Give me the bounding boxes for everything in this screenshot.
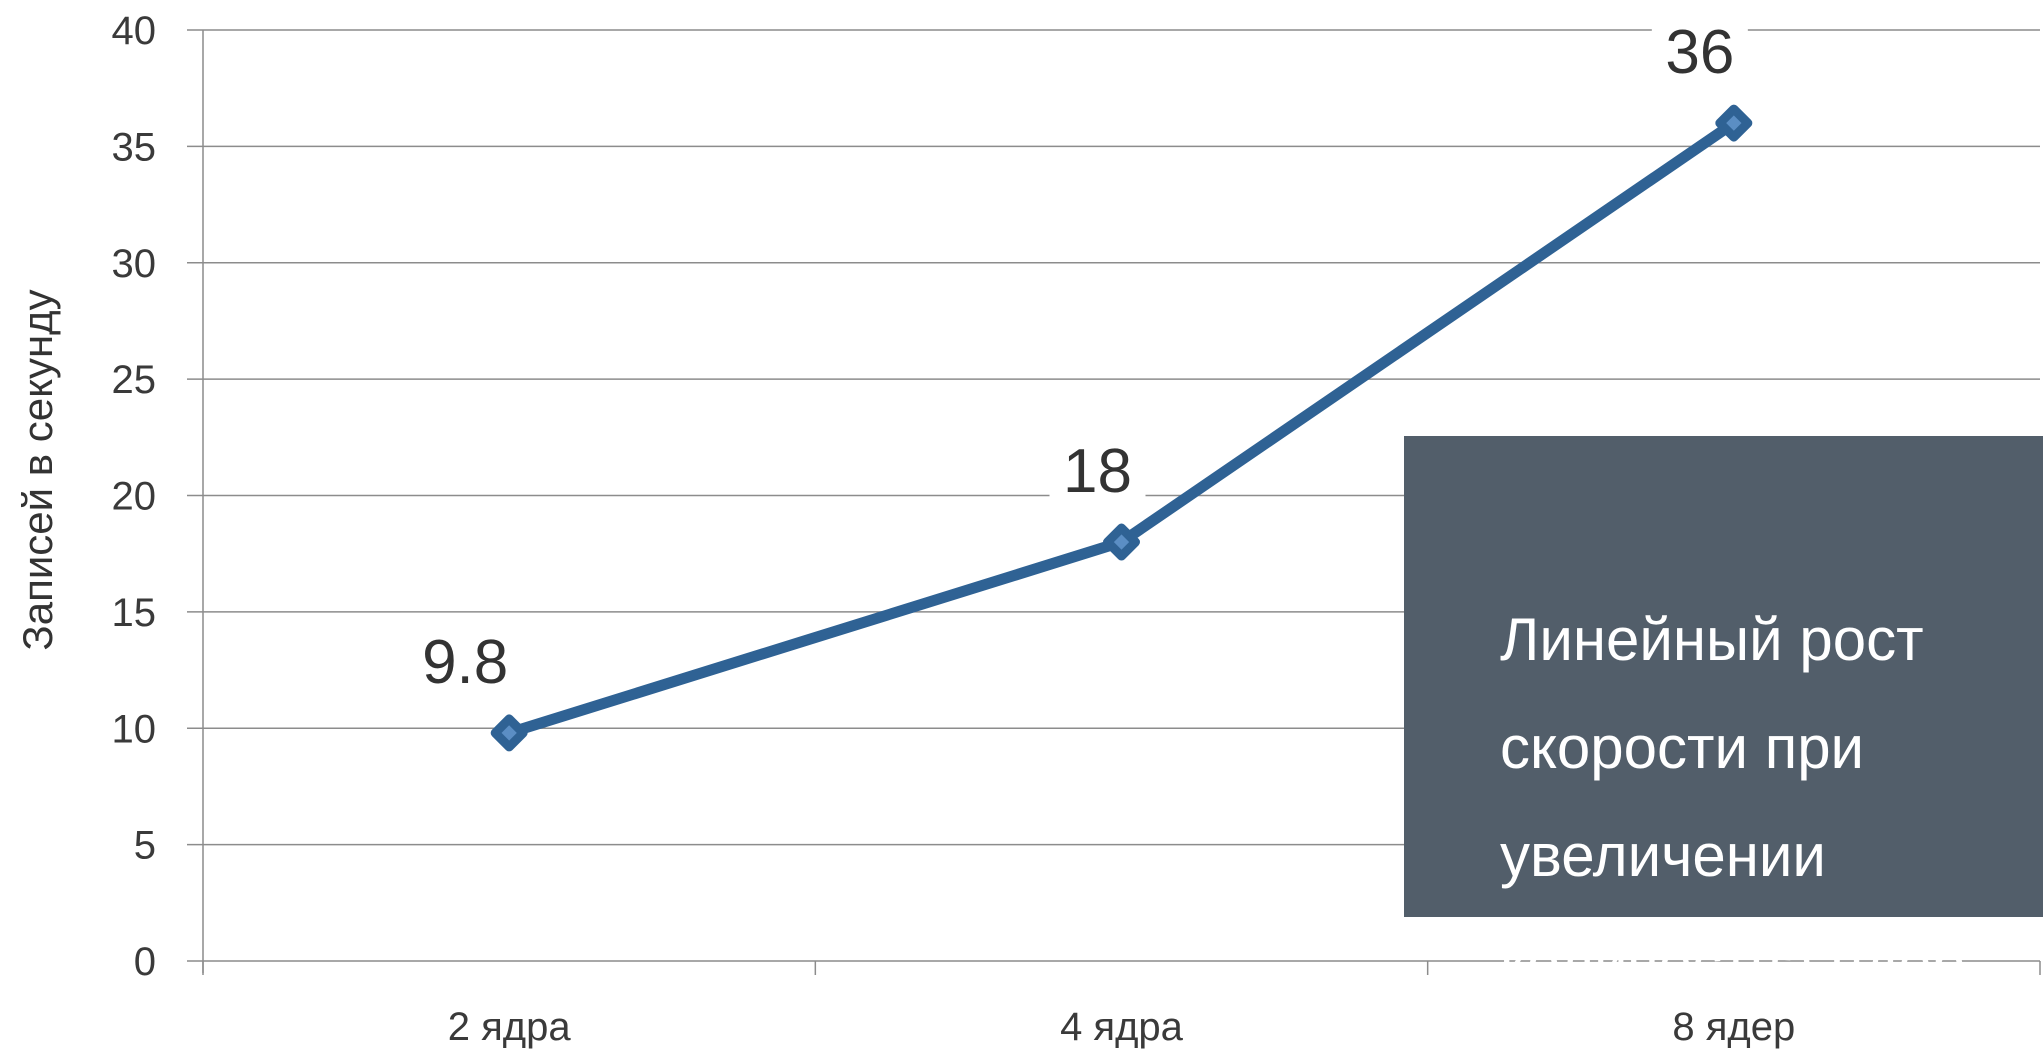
- y-tick-label: 10: [112, 707, 157, 751]
- data-point-marker: [490, 714, 528, 752]
- data-label: 18: [1063, 437, 1132, 506]
- y-tick-label: 35: [112, 125, 157, 169]
- y-tick-label: 30: [112, 242, 157, 286]
- y-tick-label: 5: [134, 824, 156, 868]
- y-tick-label: 0: [134, 940, 156, 984]
- series-markers: [490, 104, 1753, 752]
- data-label: 9.8: [422, 628, 508, 697]
- x-tick-label: 2 ядра: [448, 1005, 572, 1049]
- y-tick-label: 40: [112, 9, 157, 53]
- annotation-callout: Линейный рост скорости при увеличении ко…: [1404, 436, 2043, 997]
- y-tick-label: 25: [112, 358, 157, 402]
- x-tick-label: 4 ядра: [1060, 1005, 1184, 1049]
- y-axis-title: Записей в секунду: [14, 289, 61, 650]
- data-labels: 9.8 18 36: [400, 3, 1748, 697]
- data-point-marker: [1103, 523, 1140, 561]
- data-label-background: [400, 612, 531, 693]
- x-tick-label: 8 ядер: [1672, 1005, 1795, 1049]
- annotation-text: Линейный рост скорости при увеличении ко…: [1500, 606, 1966, 997]
- axes: [187, 30, 2041, 975]
- data-point-marker: [1715, 104, 1753, 142]
- data-label-background: [1651, 3, 1748, 84]
- data-label-background: [1049, 422, 1146, 503]
- y-tick-label: 20: [112, 475, 157, 519]
- y-tick-labels: 0 5 10 15 20 25 30 35 40: [112, 9, 157, 984]
- y-tick-label: 15: [112, 591, 157, 635]
- data-label: 36: [1665, 18, 1734, 87]
- x-tick-labels: 2 ядра 4 ядра 8 ядер: [448, 1005, 1796, 1049]
